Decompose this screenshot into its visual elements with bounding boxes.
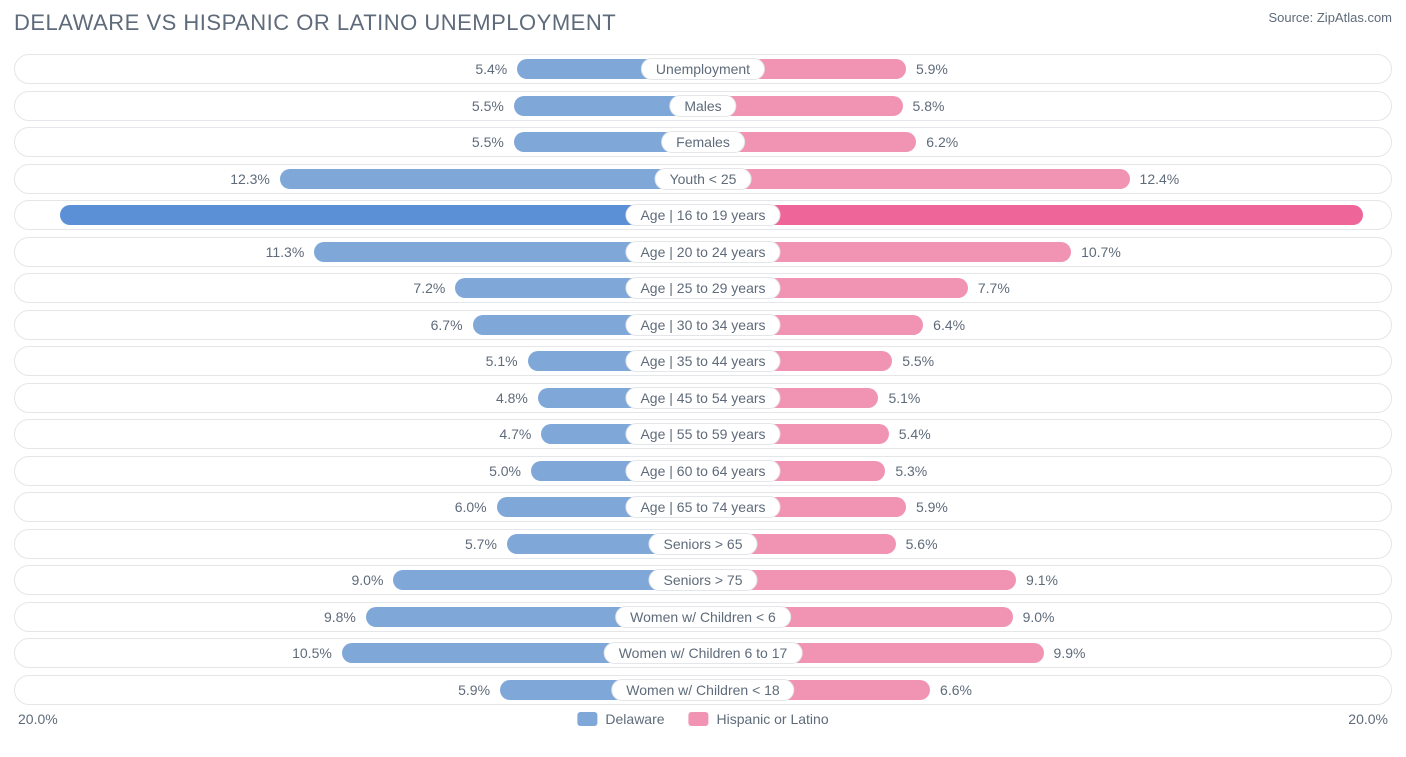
category-label: Seniors > 65 [649, 533, 758, 555]
legend-swatch-right [689, 712, 709, 726]
chart-row: 12.3% 12.4% Youth < 25 [14, 164, 1392, 194]
chart-row: 11.3% 10.7% Age | 20 to 24 years [14, 237, 1392, 267]
value-right: 10.7% [1081, 244, 1121, 260]
chart-row: 5.7% 5.6% Seniors > 65 [14, 529, 1392, 559]
axis-max-right: 20.0% [1348, 711, 1388, 727]
category-label: Males [669, 95, 736, 117]
chart-footer: 20.0% Delaware Hispanic or Latino 20.0% [14, 711, 1392, 741]
chart-row: 5.4% 5.9% Unemployment [14, 54, 1392, 84]
category-label: Age | 20 to 24 years [625, 241, 780, 263]
value-left: 11.3% [266, 244, 305, 260]
category-label: Youth < 25 [655, 168, 752, 190]
value-right: 9.0% [1023, 609, 1055, 625]
value-left: 4.7% [499, 426, 531, 442]
value-right: 9.9% [1054, 645, 1086, 661]
category-label: Females [661, 131, 745, 153]
category-label: Women w/ Children < 6 [615, 606, 791, 628]
chart-row: 5.5% 5.8% Males [14, 91, 1392, 121]
value-right: 6.6% [940, 682, 972, 698]
bar-right [703, 169, 1130, 189]
category-label: Women w/ Children < 18 [611, 679, 794, 701]
value-right: 5.1% [888, 390, 920, 406]
value-right: 12.4% [1140, 171, 1180, 187]
bar-left [280, 169, 703, 189]
value-right: 5.5% [902, 353, 934, 369]
chart-row: 4.8% 5.1% Age | 45 to 54 years [14, 383, 1392, 413]
category-label: Seniors > 75 [649, 569, 758, 591]
category-label: Age | 30 to 34 years [625, 314, 780, 336]
category-label: Age | 60 to 64 years [625, 460, 780, 482]
legend-label-left: Delaware [605, 711, 664, 727]
chart-row: 5.0% 5.3% Age | 60 to 64 years [14, 456, 1392, 486]
category-label: Age | 65 to 74 years [625, 496, 780, 518]
value-left: 5.1% [486, 353, 518, 369]
chart-row: 18.7% 19.2% Age | 16 to 19 years [14, 200, 1392, 230]
value-right: 5.3% [895, 463, 927, 479]
chart-row: 5.5% 6.2% Females [14, 127, 1392, 157]
axis-max-left: 20.0% [18, 711, 58, 727]
value-left: 5.5% [472, 98, 504, 114]
chart-row: 9.0% 9.1% Seniors > 75 [14, 565, 1392, 595]
chart-row: 10.5% 9.9% Women w/ Children 6 to 17 [14, 638, 1392, 668]
legend-item-left: Delaware [577, 711, 664, 727]
bar-left [60, 205, 703, 225]
value-left: 7.2% [413, 280, 445, 296]
value-right: 6.2% [926, 134, 958, 150]
value-left: 18.7% [75, 207, 115, 223]
value-right: 5.6% [906, 536, 938, 552]
legend-swatch-left [577, 712, 597, 726]
value-left: 4.8% [496, 390, 528, 406]
category-label: Women w/ Children 6 to 17 [604, 642, 803, 664]
value-right: 5.4% [899, 426, 931, 442]
category-label: Age | 16 to 19 years [625, 204, 780, 226]
category-label: Age | 55 to 59 years [625, 423, 780, 445]
value-right: 9.1% [1026, 572, 1058, 588]
value-left: 5.4% [475, 61, 507, 77]
chart-row: 7.2% 7.7% Age | 25 to 29 years [14, 273, 1392, 303]
value-left: 9.8% [324, 609, 356, 625]
value-left: 5.9% [458, 682, 490, 698]
value-right: 5.9% [916, 61, 948, 77]
value-left: 6.7% [431, 317, 463, 333]
value-right: 19.2% [1308, 207, 1348, 223]
value-left: 6.0% [455, 499, 487, 515]
legend-label-right: Hispanic or Latino [717, 711, 829, 727]
value-left: 12.3% [230, 171, 270, 187]
category-label: Age | 45 to 54 years [625, 387, 780, 409]
chart-row: 4.7% 5.4% Age | 55 to 59 years [14, 419, 1392, 449]
chart-row: 9.8% 9.0% Women w/ Children < 6 [14, 602, 1392, 632]
chart-row: 5.1% 5.5% Age | 35 to 44 years [14, 346, 1392, 376]
category-label: Age | 25 to 29 years [625, 277, 780, 299]
chart-source: Source: ZipAtlas.com [1268, 10, 1392, 25]
value-right: 7.7% [978, 280, 1010, 296]
legend: Delaware Hispanic or Latino [577, 711, 828, 727]
category-label: Age | 35 to 44 years [625, 350, 780, 372]
chart-row: 5.9% 6.6% Women w/ Children < 18 [14, 675, 1392, 705]
bar-right [703, 205, 1363, 225]
value-left: 5.0% [489, 463, 521, 479]
value-left: 5.5% [472, 134, 504, 150]
value-right: 5.9% [916, 499, 948, 515]
value-left: 10.5% [292, 645, 332, 661]
diverging-bar-chart: 5.4% 5.9% Unemployment 5.5% 5.8% Males 5.5% 6.2… [14, 54, 1392, 705]
chart-header: DELAWARE VS HISPANIC OR LATINO UNEMPLOYM… [14, 10, 1392, 36]
value-right: 6.4% [933, 317, 965, 333]
chart-row: 6.7% 6.4% Age | 30 to 34 years [14, 310, 1392, 340]
chart-title: DELAWARE VS HISPANIC OR LATINO UNEMPLOYM… [14, 10, 616, 36]
category-label: Unemployment [641, 58, 765, 80]
legend-item-right: Hispanic or Latino [689, 711, 829, 727]
value-right: 5.8% [913, 98, 945, 114]
value-left: 5.7% [465, 536, 497, 552]
value-left: 9.0% [351, 572, 383, 588]
chart-row: 6.0% 5.9% Age | 65 to 74 years [14, 492, 1392, 522]
